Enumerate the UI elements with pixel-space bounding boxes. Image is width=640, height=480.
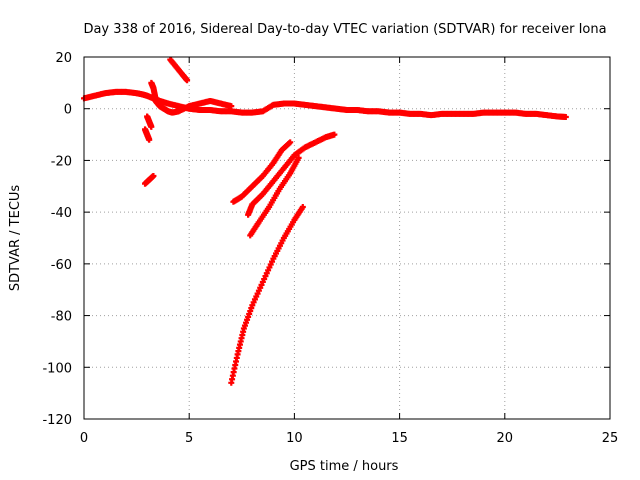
data-point bbox=[228, 103, 235, 110]
x-tick-label: 25 bbox=[602, 431, 619, 446]
x-tick-label: 10 bbox=[286, 431, 303, 446]
data-point bbox=[148, 123, 155, 130]
y-tick-label: -80 bbox=[51, 310, 72, 325]
series-track-2 bbox=[245, 131, 338, 218]
series-track-4 bbox=[228, 203, 306, 386]
y-tick-label: 20 bbox=[55, 51, 72, 66]
axis-ticks: 0 5 10 15 20 25 -120 -100 -80 -60 -40 -20 0 20 bbox=[42, 51, 618, 446]
x-tick-label: 20 bbox=[497, 431, 514, 446]
y-tick-label: -120 bbox=[42, 413, 72, 428]
data-points bbox=[81, 56, 569, 386]
chart-title: Day 338 of 2016, Sidereal Day-to-day VTE… bbox=[83, 22, 606, 37]
data-point bbox=[287, 139, 294, 146]
data-point bbox=[562, 113, 569, 120]
x-axis-label: GPS time / hours bbox=[290, 459, 399, 474]
data-point bbox=[299, 203, 306, 210]
x-tick-label: 15 bbox=[391, 431, 408, 446]
series-arc-high bbox=[167, 56, 191, 84]
data-point bbox=[184, 77, 191, 84]
y-axis-label: SDTVAR / TECUs bbox=[8, 185, 23, 292]
gridlines bbox=[84, 57, 610, 419]
y-tick-label: -20 bbox=[51, 154, 72, 169]
data-point bbox=[295, 154, 302, 161]
y-tick-label: -100 bbox=[42, 361, 72, 376]
x-tick-label: 5 bbox=[185, 431, 193, 446]
y-tick-label: -40 bbox=[51, 206, 72, 221]
y-tick-label: 0 bbox=[64, 103, 72, 118]
data-point bbox=[146, 136, 153, 143]
series-short-c bbox=[142, 172, 157, 187]
data-point bbox=[150, 172, 157, 179]
x-tick-label: 0 bbox=[80, 431, 88, 446]
data-point bbox=[331, 131, 338, 138]
series-short-b bbox=[144, 113, 155, 130]
series-track-3 bbox=[247, 154, 302, 239]
series-cluster-mid bbox=[152, 97, 235, 116]
y-tick-label: -60 bbox=[51, 258, 72, 273]
series-track-1 bbox=[230, 139, 294, 205]
series-short-a bbox=[142, 126, 153, 143]
plot-frame bbox=[83, 56, 611, 420]
